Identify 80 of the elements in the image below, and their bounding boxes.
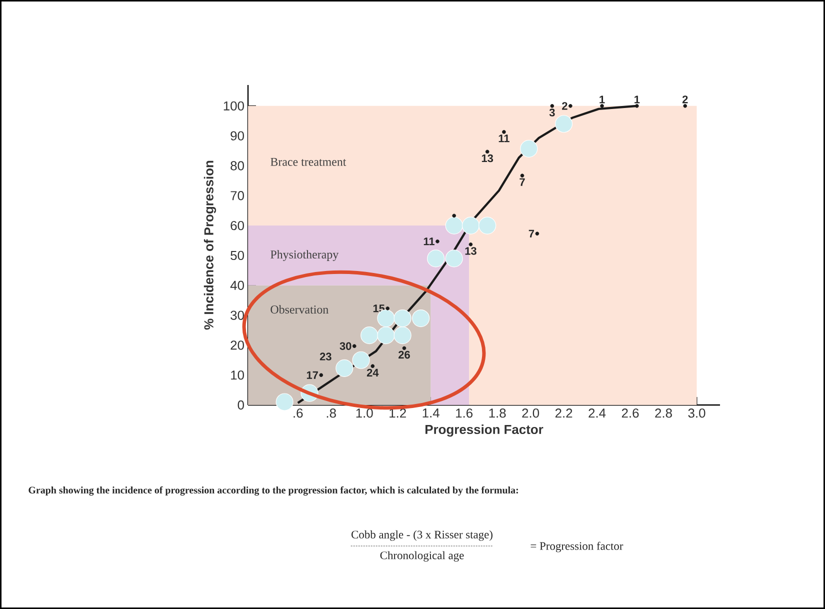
x-tick-label: .8 [326,408,336,418]
point [520,174,524,178]
y-tick-label: 60 [230,220,244,230]
x-tick-label: 3.0 [688,408,706,418]
point [502,130,506,134]
point [452,214,456,218]
series-label: Physiotherapy [270,250,339,261]
point [436,240,440,244]
x-tick-label: 2.4 [588,408,606,418]
point [568,104,572,108]
point [360,326,378,344]
y-tick-label: 100 [224,101,244,111]
y-tick-label: 80 [230,161,244,170]
point [600,104,604,108]
y-tick-label: 0 [238,400,244,410]
text: Graph showing the incidence of progression according to the progression factor, which is calculated by the formula: [28,486,518,496]
y-tick-label: 30 [230,310,244,320]
point [319,373,324,377]
y-tick-label: 40 [230,280,244,290]
point [535,232,540,236]
series-label: Brace treatment [270,158,346,166]
point [386,306,390,310]
x-tick-label: 1.0 [356,408,373,418]
point [468,242,473,246]
annotation: 17 [306,371,318,379]
x-tick-label: 1.6 [456,408,473,418]
point [394,326,412,344]
point [427,250,445,268]
point [485,150,490,154]
series-label: Observation [270,305,328,314]
text: = Progression factor [530,542,624,552]
x-tick-label: 2.2 [555,408,572,418]
point [402,346,406,350]
annotation: 23 [320,352,332,360]
y-axis-title: % Incidence of Progression [204,160,216,330]
point [520,140,538,158]
x-tick-label: 2.8 [655,408,672,418]
text: Chronological age [380,551,464,562]
point [683,104,688,108]
point [412,309,430,328]
point [478,216,496,234]
annotation: 2 [562,102,568,110]
annotation: 24 [366,368,379,376]
annotation: 11 [424,238,434,246]
y-tick-label: 20 [230,340,244,350]
x-tick-label: .6 [294,408,303,418]
point [276,393,294,411]
x-tick-label: 1.4 [422,408,440,418]
y-tick-label: 70 [230,191,244,200]
point [352,344,356,348]
y-tick-label: 50 [230,250,244,260]
point [352,351,370,369]
annotation: 1 [634,96,640,104]
x-tick-label: 2.6 [622,408,639,418]
annotation: 1 [600,96,605,104]
point [336,359,354,378]
annotation: 26 [398,350,410,359]
annotation: 7 [520,178,525,186]
annotation: 7 [528,230,534,238]
y-tick-label: 90 [230,131,244,140]
annotation: 3 [549,108,555,116]
point [445,216,463,234]
point [635,104,639,108]
annotation: 2 [682,96,688,104]
x-tick-label: 1.8 [489,408,506,418]
point [554,115,573,133]
annotation: 13 [465,247,476,255]
point [462,216,480,234]
point [394,309,412,328]
text: Cobb angle - (3 x Risser stage) [352,530,492,541]
annotation: 30 [340,342,352,350]
point [370,364,375,368]
annotation: 13 [482,154,494,162]
x-axis-title: Progression Factor [425,424,544,437]
point [377,326,395,344]
x-tick-label: 2.0 [522,408,540,418]
annotation: 11 [498,134,510,142]
point [550,104,554,108]
point [445,250,463,268]
y-tick-label: 10 [231,370,244,380]
